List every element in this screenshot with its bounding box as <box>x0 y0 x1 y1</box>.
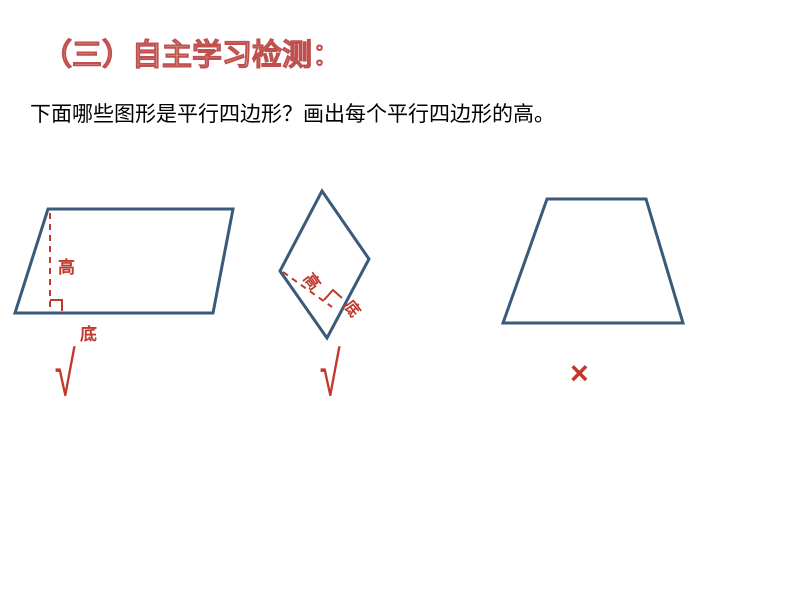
checkmark-2: √ <box>320 340 341 412</box>
checkmark-1: √ <box>55 340 76 412</box>
crossmark: × <box>570 355 589 392</box>
trapezoid-shape <box>0 0 720 350</box>
trapezoid-poly <box>503 199 683 323</box>
